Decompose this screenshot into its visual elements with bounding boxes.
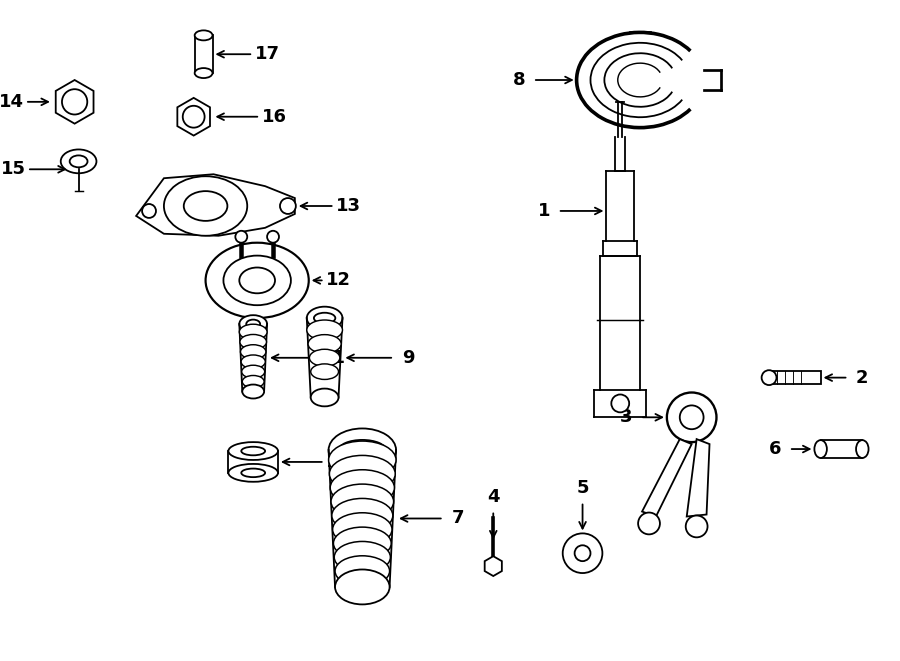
Polygon shape [485,556,502,576]
Ellipse shape [332,498,392,533]
Ellipse shape [334,541,391,573]
Ellipse shape [240,345,266,359]
Ellipse shape [164,176,248,236]
Text: 17: 17 [255,45,280,63]
Ellipse shape [241,447,266,455]
Ellipse shape [335,570,390,604]
Ellipse shape [229,464,278,482]
Ellipse shape [239,268,275,293]
Bar [770,371,821,384]
Circle shape [267,231,279,243]
Ellipse shape [333,513,392,546]
Ellipse shape [314,313,336,323]
Circle shape [667,393,716,442]
Text: 16: 16 [262,108,286,126]
Ellipse shape [241,469,266,477]
Ellipse shape [247,320,260,329]
Polygon shape [177,98,210,136]
Circle shape [680,405,704,429]
Ellipse shape [310,349,340,366]
Ellipse shape [330,470,394,506]
Text: 8: 8 [513,71,526,89]
Text: 10: 10 [326,453,351,471]
Ellipse shape [331,484,393,519]
Text: 4: 4 [487,488,500,506]
Circle shape [62,89,87,114]
Circle shape [142,204,156,218]
Ellipse shape [333,527,392,559]
Ellipse shape [240,334,266,350]
Ellipse shape [194,30,212,40]
Ellipse shape [194,68,212,78]
Ellipse shape [69,155,87,167]
Ellipse shape [223,256,291,305]
Text: 5: 5 [576,479,589,496]
Ellipse shape [241,355,266,369]
Circle shape [562,533,602,573]
Ellipse shape [229,442,278,460]
Polygon shape [136,175,295,236]
Text: 7: 7 [451,510,464,527]
Circle shape [686,516,707,537]
Bar [821,440,862,458]
Text: 1: 1 [537,202,550,220]
Circle shape [574,545,590,561]
Text: 15: 15 [1,161,25,178]
Ellipse shape [307,307,343,330]
Text: 11: 11 [321,349,346,367]
Polygon shape [687,439,709,516]
Ellipse shape [242,375,264,388]
Ellipse shape [310,364,338,379]
Circle shape [235,231,248,243]
Bar [194,36,212,73]
Circle shape [638,512,660,534]
Ellipse shape [242,385,264,399]
Ellipse shape [239,324,267,340]
Ellipse shape [329,455,395,492]
Ellipse shape [814,440,827,458]
Text: 9: 9 [401,349,414,367]
Text: 12: 12 [326,272,351,290]
Circle shape [761,370,777,385]
Text: 13: 13 [336,197,361,215]
Ellipse shape [310,389,338,407]
Circle shape [183,106,204,128]
Ellipse shape [242,366,265,378]
Ellipse shape [856,440,868,458]
Ellipse shape [328,428,396,472]
Text: 2: 2 [856,369,868,387]
Ellipse shape [184,191,228,221]
Text: 3: 3 [620,408,633,426]
Ellipse shape [338,440,386,460]
Ellipse shape [60,149,96,173]
Ellipse shape [308,334,341,353]
Text: 14: 14 [0,93,23,111]
Ellipse shape [205,243,309,318]
Ellipse shape [335,556,390,586]
Polygon shape [642,439,692,516]
Ellipse shape [239,315,267,333]
Circle shape [280,198,296,214]
Ellipse shape [307,320,343,340]
Ellipse shape [328,441,396,479]
Polygon shape [56,80,94,124]
Text: 6: 6 [769,440,781,458]
Circle shape [611,395,629,412]
